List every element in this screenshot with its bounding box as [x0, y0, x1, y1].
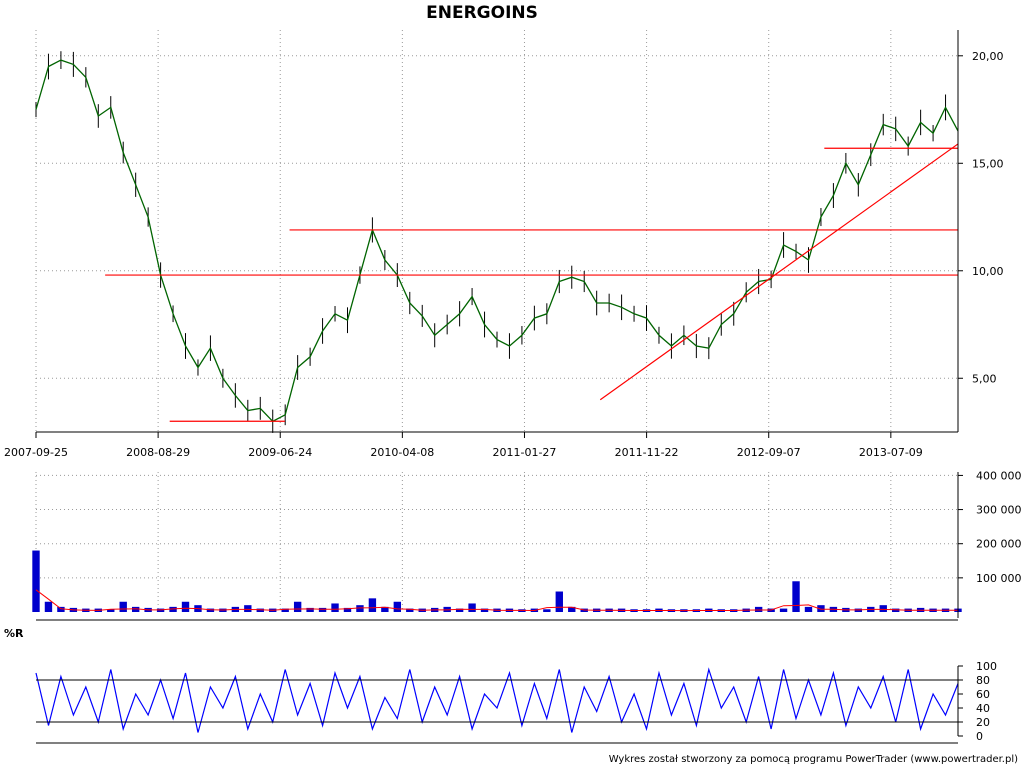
- volume-bars: [32, 550, 962, 612]
- volume-bar: [281, 608, 289, 612]
- volume-bar: [293, 601, 302, 612]
- volume-bar: [131, 606, 140, 612]
- price-line: [35, 59, 959, 423]
- oscillator-series: [35, 667, 959, 733]
- volume-bar: [381, 606, 389, 612]
- price-x-tick-label: 2008-08-29: [126, 446, 190, 459]
- volume-bar: [817, 605, 825, 612]
- price-annotations: [105, 143, 959, 422]
- volume-bar: [343, 607, 352, 612]
- volume-bar: [32, 550, 40, 612]
- volume-bar: [468, 603, 476, 612]
- volume-bar: [318, 607, 327, 612]
- volume-y-tick-label: 200 000: [976, 538, 1022, 551]
- volume-bar: [792, 581, 800, 612]
- oscillator-label: %R: [4, 627, 24, 640]
- volume-panel: 100 000 200 000 300 000 400 000: [32, 469, 1022, 621]
- volume-y-tick-label: 100 000: [976, 572, 1022, 585]
- volume-bar: [568, 606, 576, 612]
- volume-bar: [406, 608, 414, 612]
- price-y-tick-label: 15,00: [972, 157, 1004, 170]
- volume-bar: [331, 603, 339, 612]
- volume-average-line: [35, 589, 958, 612]
- price-x-tick-label: 2011-11-22: [615, 446, 679, 459]
- chart-title: ENERGOINS: [426, 3, 538, 23]
- oscillator-y-tick-label: 60: [976, 688, 990, 701]
- volume-bar: [368, 598, 377, 612]
- price-grid: [35, 30, 958, 432]
- volume-bar: [779, 608, 788, 612]
- price-panel: 5,00 10,00 15,00 20,00 2007-09-25 2008-08-29 2…: [4, 30, 1004, 459]
- oscillator-y-tick-label: 100: [976, 660, 997, 673]
- volume-bar: [892, 608, 900, 612]
- price-axes: 5,00 10,00 15,00 20,00 2007-09-25 2008-08-29 2…: [4, 30, 1004, 459]
- volume-y-tick-label: 400 000: [976, 469, 1022, 482]
- volume-bar: [244, 605, 252, 612]
- volume-axes: 100 000 200 000 300 000 400 000: [36, 469, 1022, 621]
- oscillator-y-tick-label: 0: [976, 730, 983, 743]
- volume-bar: [543, 609, 551, 612]
- volume-grid: [35, 472, 958, 612]
- price-y-tick-label: 10,00: [972, 265, 1004, 278]
- volume-y-tick-label: 300 000: [976, 504, 1022, 517]
- volume-bar: [393, 601, 402, 612]
- volume-bar: [879, 605, 887, 612]
- price-series: [35, 51, 959, 433]
- price-x-tick-label: 2007-09-25: [4, 446, 68, 459]
- volume-bar: [455, 608, 464, 612]
- footer-credit: Wykres został stworzony za pomocą progra…: [609, 754, 1018, 765]
- oscillator-y-tick-label: 20: [976, 716, 990, 729]
- price-x-tick-label: 2013-07-09: [859, 446, 923, 459]
- price-x-tick-label: 2010-04-08: [370, 446, 434, 459]
- price-x-tick-label: 2009-06-24: [248, 446, 312, 459]
- volume-average-path: [35, 589, 958, 612]
- volume-bar: [169, 606, 177, 612]
- volume-bar: [44, 601, 53, 612]
- volume-bar: [181, 601, 190, 612]
- volume-bar: [804, 606, 813, 612]
- volume-bar: [107, 609, 115, 612]
- volume-bar: [306, 607, 314, 612]
- volume-bar: [119, 601, 127, 612]
- price-x-tick-label: 2012-09-07: [737, 446, 801, 459]
- volume-bar: [356, 605, 364, 612]
- volume-bar: [206, 608, 215, 612]
- price-y-tick-label: 20,00: [972, 50, 1004, 63]
- oscillator-y-tick-label: 40: [976, 702, 990, 715]
- volume-bar: [57, 606, 65, 612]
- williams-r-line: [35, 667, 959, 733]
- price-x-tick-label: 2011-01-27: [493, 446, 557, 459]
- volume-bar: [754, 606, 763, 612]
- trend-line: [599, 143, 959, 401]
- volume-bar: [480, 608, 489, 612]
- volume-bar: [256, 608, 264, 612]
- oscillator-y-tick-label: 80: [976, 674, 990, 687]
- price-y-tick-label: 5,00: [972, 372, 997, 385]
- volume-bar: [555, 591, 563, 612]
